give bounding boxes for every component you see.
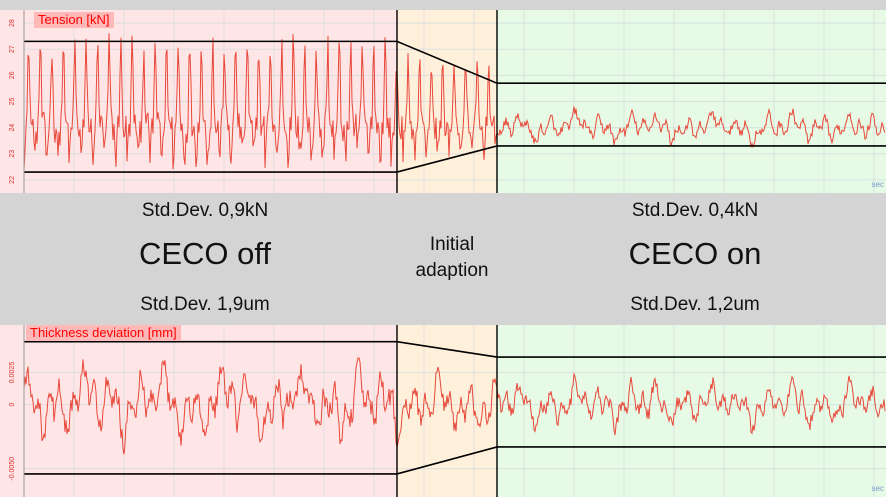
y-tick-label: 25 [9,98,16,106]
initial-label-line1: Initial [429,234,475,255]
y-tick-label: 22 [9,176,16,184]
corner-label: sec [872,484,884,493]
y-axis-strip [0,325,24,497]
tension-std-on: Std.Dev. 0,4kN [631,200,759,221]
initial-adaption-label: Initial adaption [397,232,507,284]
y-tick-label: 26 [9,71,16,79]
signal-line [23,357,886,455]
envelope-lower [24,145,886,173]
y-tick-label: 0 [9,403,16,407]
envelope-upper [24,340,886,358]
signal-line [23,33,886,170]
corner-label: sec [872,180,884,189]
thickness-title: Thickness deviation [mm] [26,325,181,341]
thickness-std-off: Std.Dev. 1,9um [140,294,270,315]
y-tick-label: 27 [9,45,16,53]
ceco-off-label: CECO off [138,236,272,271]
y-tick-label: 0.0025 [9,362,16,384]
thickness-chart: 0.0025 0 -0.0050 sec [0,325,886,497]
ceco-on-label: CECO on [628,236,762,271]
envelope-lower [24,446,886,475]
y-tick-label: 23 [9,150,16,158]
y-tick-label: 28 [9,19,16,27]
tension-chart: 22 23 24 25 26 27 28 sec [0,10,886,193]
initial-label-line2: adaption [415,260,489,281]
thickness-std-on: Std.Dev. 1,2um [630,294,760,315]
tension-title: Tension [kN] [34,12,114,28]
tension-std-off: Std.Dev. 0,9kN [141,200,269,221]
envelope-upper [24,40,886,84]
y-axis-strip [0,10,24,193]
y-tick-label: 24 [9,124,16,132]
y-tick-label: -0.0050 [9,457,16,481]
